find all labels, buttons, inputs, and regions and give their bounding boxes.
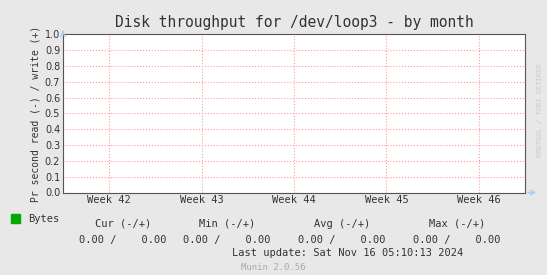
Text: 0.00 /    0.00: 0.00 / 0.00	[79, 235, 167, 245]
Title: Disk throughput for /dev/loop3 - by month: Disk throughput for /dev/loop3 - by mont…	[115, 15, 473, 31]
Text: Min (-/+): Min (-/+)	[199, 219, 255, 229]
Text: RRDTOOL / TOBI OETIKER: RRDTOOL / TOBI OETIKER	[537, 63, 543, 157]
Legend: Bytes: Bytes	[11, 214, 60, 224]
Y-axis label: Pr second read (-) / write (+): Pr second read (-) / write (+)	[31, 25, 40, 202]
Text: Max (-/+): Max (-/+)	[429, 219, 485, 229]
Text: 0.00 /    0.00: 0.00 / 0.00	[298, 235, 386, 245]
Text: Munin 2.0.56: Munin 2.0.56	[241, 263, 306, 272]
Text: 0.00 /    0.00: 0.00 / 0.00	[183, 235, 271, 245]
Text: Avg (-/+): Avg (-/+)	[314, 219, 370, 229]
Text: Last update: Sat Nov 16 05:10:13 2024: Last update: Sat Nov 16 05:10:13 2024	[232, 248, 463, 258]
Text: Cur (-/+): Cur (-/+)	[95, 219, 151, 229]
Text: 0.00 /    0.00: 0.00 / 0.00	[413, 235, 501, 245]
